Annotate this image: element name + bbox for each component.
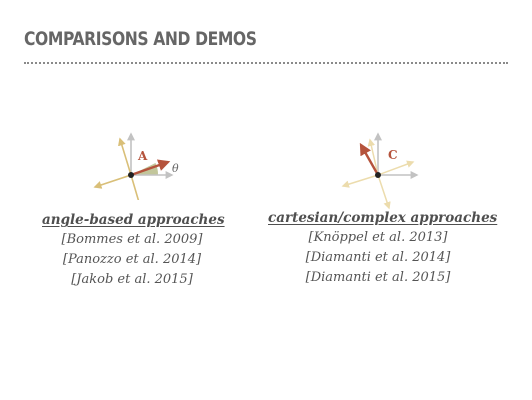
cross-arm	[367, 138, 379, 176]
cartesian-references: [Knöppel et al. 2013] [Diamanti et al. 2…	[268, 228, 488, 288]
angle-based-diagram: A θ	[93, 132, 179, 200]
cartesian-column: cartesian/complex approaches [Knöppel et…	[268, 210, 498, 288]
angle-based-references: [Bommes et al. 2009] [Panozzo et al. 201…	[42, 230, 222, 290]
representative-vector	[359, 142, 380, 176]
angle-based-heading: angle-based approaches	[42, 212, 225, 228]
cross-arm	[118, 137, 132, 176]
reference-item: [Panozzo et al. 2014]	[62, 252, 202, 267]
vector-label-c: C	[388, 148, 398, 162]
cross-arm	[93, 174, 132, 189]
reference-item: [Bommes et al. 2009]	[61, 232, 203, 247]
vector-label-a: A	[137, 149, 148, 163]
slide-title: COMPARISONS AND DEMOS	[24, 28, 257, 50]
origin-point	[128, 172, 134, 178]
cartesian-diagram: C	[341, 132, 419, 210]
reference-item: [Knöppel et al. 2013]	[308, 230, 448, 245]
reference-item: [Diamanti et al. 2014]	[305, 250, 451, 265]
cartesian-heading: cartesian/complex approaches	[268, 210, 498, 226]
angle-label-theta: θ	[172, 162, 179, 175]
cross-arm	[341, 174, 379, 188]
origin-point	[375, 172, 381, 178]
cross-arm	[130, 174, 140, 200]
title-divider	[24, 62, 508, 64]
cross-arm	[377, 160, 415, 176]
reference-item: [Jakob et al. 2015]	[71, 272, 193, 287]
representative-vector	[130, 159, 171, 177]
angle-based-column: angle-based approaches [Bommes et al. 20…	[42, 212, 225, 290]
reference-item: [Diamanti et al. 2015]	[305, 270, 451, 285]
cross-arm	[377, 174, 391, 210]
